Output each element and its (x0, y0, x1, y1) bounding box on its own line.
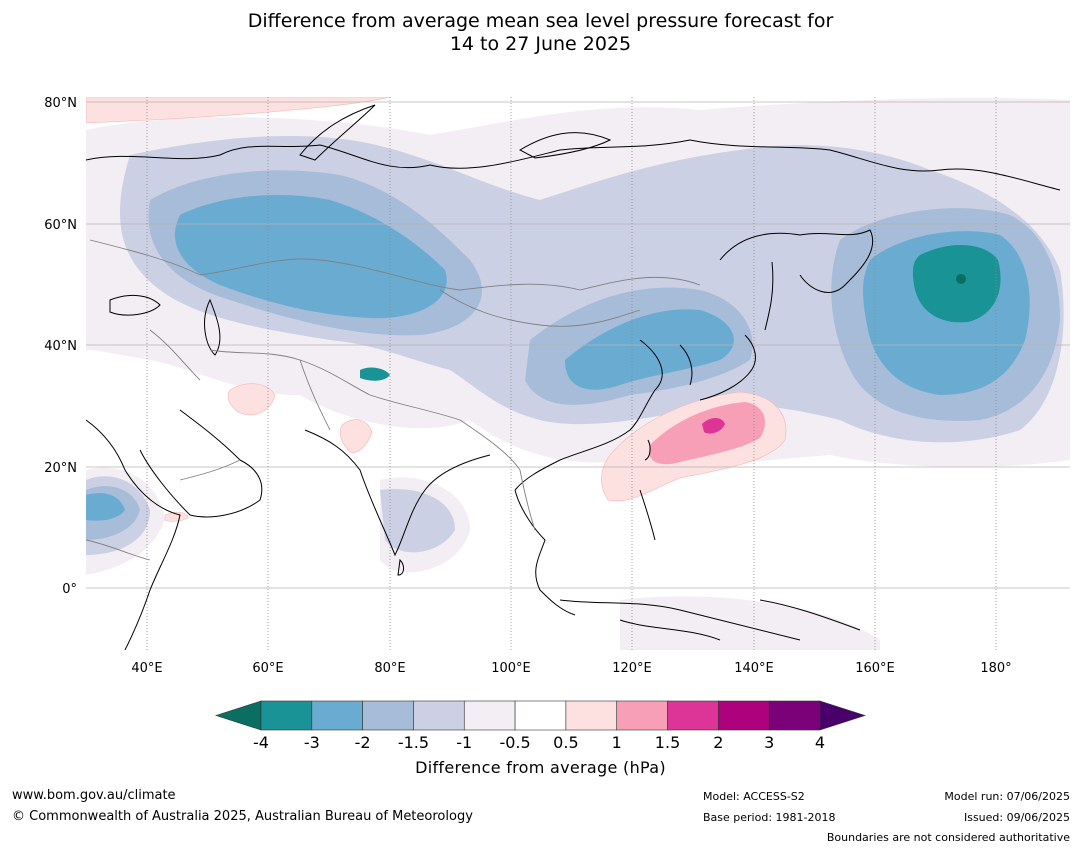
colorbar-segment (667, 700, 719, 731)
model-name: Model: ACCESS-S2 (703, 790, 805, 803)
lon-tick-180: 180° (980, 661, 1011, 676)
colorbar-tick-label: -1 (456, 733, 473, 752)
colorbar-segment (362, 700, 414, 731)
colorbar-segment (260, 700, 313, 731)
longitude-axis: 40°E 60°E 80°E 100°E 120°E 140°E 160°E 1… (131, 661, 1011, 676)
colorbar-tick-label: -3 (303, 733, 320, 752)
colorbar-extend-low (215, 700, 262, 731)
boundaries-disclaimer: Boundaries are not considered authoritat… (826, 831, 1070, 844)
colorbar-extend-high (819, 700, 866, 731)
colorbar-segment (616, 700, 668, 731)
colorbar-tick-label: 0.5 (553, 733, 579, 752)
anomaly-band-below-minus-4 (956, 274, 966, 284)
colorbar-segment (718, 700, 770, 731)
website-link[interactable]: www.bom.gov.au/climate (12, 788, 176, 803)
colorbar-tick-label: -4 (253, 733, 269, 752)
colorbar-segment (311, 700, 363, 731)
issued-date: Issued: 09/06/2025 (963, 811, 1070, 824)
colorbar-segment (768, 700, 821, 731)
coastlines (86, 104, 1061, 650)
model-run-date: Model run: 07/06/2025 (944, 790, 1070, 803)
pressure-anomaly-map: 80°N 60°N 40°N 20°N 0° 40°E 60°E 80°E 10… (44, 96, 1070, 676)
lat-tick-80n: 80°N (44, 96, 77, 111)
colorbar-tick-label: 1.5 (654, 733, 681, 752)
colorbar-tick-label: -2 (354, 733, 371, 752)
longitude-gridlines (146, 97, 997, 650)
colorbar-segment (565, 700, 618, 731)
title-line-2: 14 to 27 June 2025 (449, 33, 632, 55)
anomaly-band-minus-3 (360, 244, 1001, 381)
lat-tick-0: 0° (62, 582, 77, 597)
anomaly-band-plus-1-5 (702, 418, 725, 434)
latitude-axis: 80°N 60°N 40°N 20°N 0° (44, 96, 77, 597)
colorbar-segment (463, 700, 516, 731)
lon-tick-100e: 100°E (491, 661, 531, 676)
colorbar-tick-label: 3 (764, 733, 775, 752)
lon-tick-60e: 60°E (252, 661, 283, 676)
colorbar-tick-label: -1.5 (397, 733, 430, 752)
lat-tick-20n: 20°N (44, 461, 77, 476)
chart-title: Difference from average mean sea level p… (0, 10, 1081, 56)
title-line-1: Difference from average mean sea level p… (247, 10, 834, 32)
colorbar-tick-label: -0.5 (499, 733, 531, 752)
latitude-gridlines (86, 101, 1070, 589)
lon-tick-80e: 80°E (374, 661, 405, 676)
lon-tick-160e: 160°E (855, 661, 895, 676)
country-borders (86, 239, 701, 561)
colorbar-segment (413, 700, 465, 731)
colorbar-segment (514, 700, 567, 731)
copyright-text: © Commonwealth of Australia 2025, Austra… (12, 809, 473, 824)
lon-tick-140e: 140°E (734, 661, 774, 676)
colorbar-tick-label: 4 (814, 733, 826, 752)
base-period: Base period: 1981-2018 (703, 811, 836, 824)
colorbar-tick-label: 2 (713, 733, 724, 752)
colorbar-title: Difference from average (hPa) (415, 758, 666, 777)
lat-tick-60n: 60°N (44, 218, 77, 233)
colorbar-tick-label: 1 (611, 733, 622, 752)
lon-tick-120e: 120°E (612, 661, 652, 676)
colorbar-segments (215, 700, 866, 731)
lon-tick-40e: 40°E (131, 661, 162, 676)
lat-tick-40n: 40°N (44, 339, 77, 354)
